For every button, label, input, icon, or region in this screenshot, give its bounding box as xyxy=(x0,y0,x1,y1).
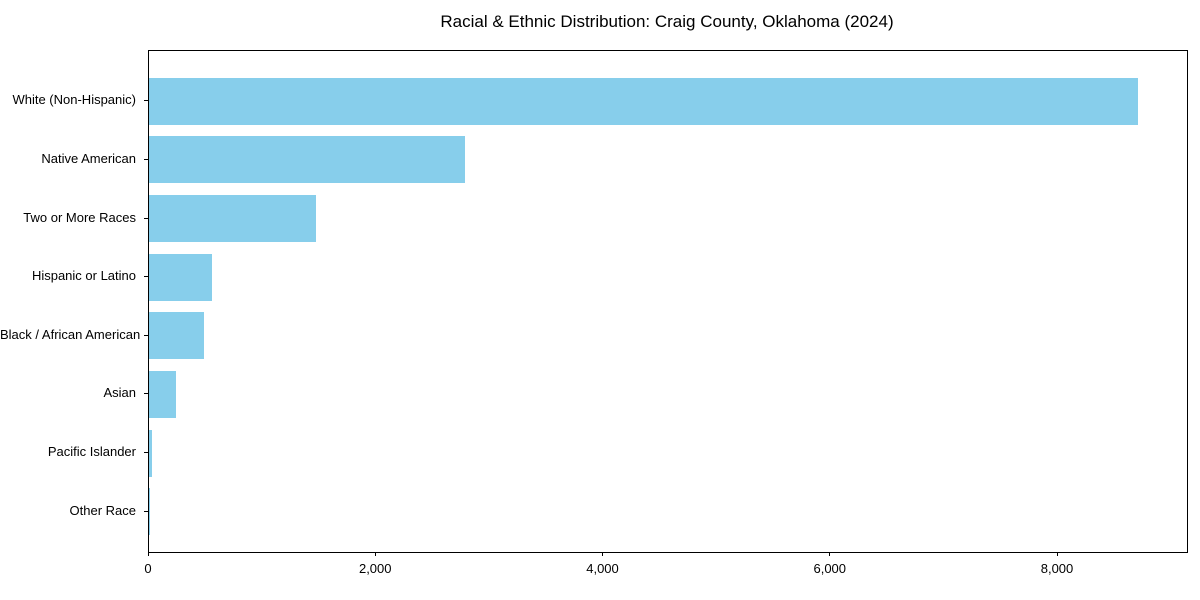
y-tick-mark xyxy=(144,276,148,277)
y-tick-label: Other Race xyxy=(69,502,136,518)
y-tick-mark xyxy=(144,218,148,219)
y-tick-mark xyxy=(144,335,148,336)
bar-other-race xyxy=(149,488,151,536)
x-tick-label: 4,000 xyxy=(586,561,619,576)
y-tick-label: White (Non-Hispanic) xyxy=(12,92,136,108)
y-tick-mark xyxy=(144,159,148,160)
bar-native-american xyxy=(149,136,465,184)
y-tick-label: Native American xyxy=(41,150,136,166)
y-tick-label: Black / African American xyxy=(0,326,141,342)
bar-hispanic-or-latino xyxy=(149,253,213,301)
bar-pacific-islander xyxy=(149,429,153,477)
y-tick-label: Two or More Races xyxy=(23,209,136,225)
x-tick-label: 0 xyxy=(144,561,152,576)
bar-two-or-more-races xyxy=(149,195,317,243)
bar-black-african-american xyxy=(149,312,205,360)
chart-title: Racial & Ethnic Distribution: Craig Coun… xyxy=(440,12,894,31)
y-tick-label: Asian xyxy=(103,385,136,401)
y-tick-mark xyxy=(144,452,148,453)
bar-white-non-hispanic xyxy=(149,77,1138,125)
x-tick-label: 8,000 xyxy=(1040,561,1074,576)
x-tick-label: 2,000 xyxy=(358,561,392,576)
y-tick-label: Pacific Islander xyxy=(47,444,136,460)
y-axis: White (Non-Hispanic) Native American Two o… xyxy=(0,50,148,551)
y-tick-mark xyxy=(144,393,148,394)
x-tick-label: 6,000 xyxy=(813,561,847,576)
y-tick-mark xyxy=(144,511,148,512)
y-tick-label: Hispanic or Latino xyxy=(31,268,136,284)
y-tick-mark xyxy=(144,100,148,101)
plot-area xyxy=(148,50,1188,553)
bar-asian xyxy=(149,370,177,418)
